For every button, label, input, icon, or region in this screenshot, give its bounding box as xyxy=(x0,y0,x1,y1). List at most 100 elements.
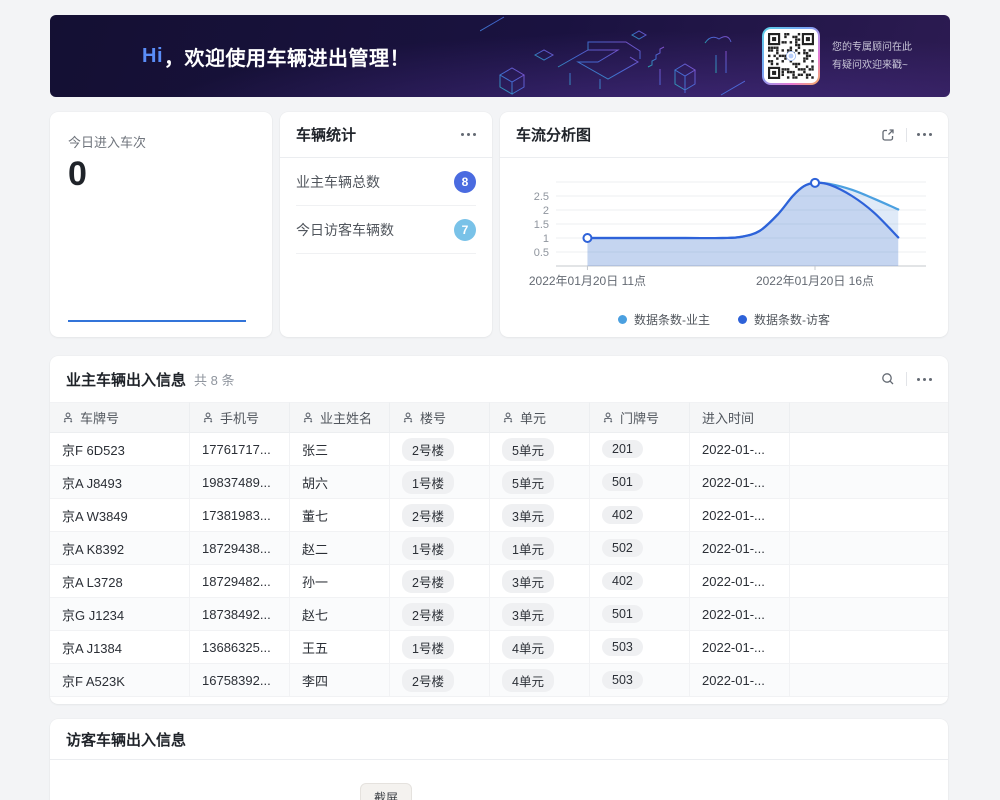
table-row: 京F 6D523 17761717... 张三 2号楼 5单元 201 2022-01-..… xyxy=(50,433,948,466)
cell-unit[interactable]: 1单元 xyxy=(490,532,590,564)
cell-phone[interactable]: 19837489... xyxy=(190,466,290,498)
cell-empty xyxy=(790,532,948,564)
search-icon[interactable] xyxy=(880,371,896,387)
cell-owner-name[interactable]: 胡六 xyxy=(290,466,390,498)
cell-owner-name[interactable]: 赵二 xyxy=(290,532,390,564)
cell-door-number[interactable]: 501 xyxy=(590,598,690,630)
cell-unit[interactable]: 3单元 xyxy=(490,598,590,630)
partial-button[interactable]: 截屏 xyxy=(360,783,412,800)
cell-phone[interactable]: 18738492... xyxy=(190,598,290,630)
cell-entry-time[interactable]: 2022-01-... xyxy=(690,565,790,597)
fullscreen-icon[interactable] xyxy=(880,127,896,143)
cell-entry-time[interactable]: 2022-01-... xyxy=(690,664,790,696)
cell-door-number[interactable]: 201 xyxy=(590,433,690,465)
cell-building[interactable]: 2号楼 xyxy=(390,598,490,630)
cell-owner-name[interactable]: 李四 xyxy=(290,664,390,696)
cell-plate[interactable]: 京A K8392 xyxy=(50,532,190,564)
cell-owner-name[interactable]: 董七 xyxy=(290,499,390,531)
cell-phone[interactable]: 17381983... xyxy=(190,499,290,531)
cell-door-number[interactable]: 402 xyxy=(590,499,690,531)
cell-entry-time[interactable]: 2022-01-... xyxy=(690,433,790,465)
cell-building[interactable]: 1号楼 xyxy=(390,532,490,564)
cell-unit[interactable]: 3单元 xyxy=(490,565,590,597)
cell-plate[interactable]: 京A J8493 xyxy=(50,466,190,498)
cell-empty xyxy=(790,433,948,465)
svg-text:2022年01月20日 16点: 2022年01月20日 16点 xyxy=(756,274,874,288)
cell-door-number[interactable]: 503 xyxy=(590,631,690,663)
cell-entry-time[interactable]: 2022-01-... xyxy=(690,631,790,663)
owner-table-count: 共 8 条 xyxy=(194,372,235,388)
cell-pill: 1号楼 xyxy=(402,470,454,494)
column-header-phone[interactable]: 手机号 xyxy=(190,402,290,433)
cell-pill: 2号楼 xyxy=(402,503,454,527)
cell-phone[interactable]: 18729482... xyxy=(190,565,290,597)
column-header-entry-time[interactable]: 进入时间 xyxy=(690,402,790,433)
cell-pill: 502 xyxy=(602,539,643,557)
cell-owner-name[interactable]: 孙一 xyxy=(290,565,390,597)
traffic-chart-card: 车流分析图 0.5 1 1.5 2 2.5 2022年01月20日 11点 2022年01月… xyxy=(500,112,948,337)
cell-plate[interactable]: 京F A523K xyxy=(50,664,190,696)
cell-building[interactable]: 1号楼 xyxy=(390,466,490,498)
more-icon[interactable] xyxy=(917,129,932,140)
column-header-door-number[interactable]: 门牌号 xyxy=(590,402,690,433)
column-header-building[interactable]: 楼号 xyxy=(390,402,490,433)
column-header-label: 车牌号 xyxy=(80,411,120,426)
cell-door-number[interactable]: 501 xyxy=(590,466,690,498)
cell-building[interactable]: 2号楼 xyxy=(390,565,490,597)
cell-plate[interactable]: 京A L3728 xyxy=(50,565,190,597)
cell-entry-time[interactable]: 2022-01-... xyxy=(690,499,790,531)
cell-plate[interactable]: 京A J1384 xyxy=(50,631,190,663)
cell-empty xyxy=(790,598,948,630)
traffic-line-chart: 0.5 1 1.5 2 2.5 2022年01月20日 11点 2022年01月20日 16… xyxy=(529,177,926,288)
legend-item[interactable]: 数据条数-访客 xyxy=(738,311,830,328)
table-row: 京F A523K 16758392... 李四 2号楼 4单元 503 2022-01-..… xyxy=(50,664,948,697)
legend-dot xyxy=(618,315,627,324)
cell-owner-name[interactable]: 张三 xyxy=(290,433,390,465)
qr-code xyxy=(762,27,820,85)
legend-item[interactable]: 数据条数-业主 xyxy=(618,311,710,328)
more-icon[interactable] xyxy=(917,374,932,385)
cell-door-number[interactable]: 503 xyxy=(590,664,690,696)
cell-entry-time[interactable]: 2022-01-... xyxy=(690,598,790,630)
column-header-unit[interactable]: 单元 xyxy=(490,402,590,433)
column-header-owner-name[interactable]: 业主姓名 xyxy=(290,402,390,433)
table-row: 京A L3728 18729482... 孙一 2号楼 3单元 402 2022-01-..… xyxy=(50,565,948,598)
cell-owner-name[interactable]: 王五 xyxy=(290,631,390,663)
cell-phone[interactable]: 17761717... xyxy=(190,433,290,465)
cell-building[interactable]: 1号楼 xyxy=(390,631,490,663)
cell-owner-name[interactable]: 赵七 xyxy=(290,598,390,630)
table-row: 京A J8493 19837489... 胡六 1号楼 5单元 501 2022-01-..… xyxy=(50,466,948,499)
cell-phone[interactable]: 16758392... xyxy=(190,664,290,696)
cell-unit[interactable]: 4单元 xyxy=(490,631,590,663)
cell-building[interactable]: 2号楼 xyxy=(390,499,490,531)
cell-unit[interactable]: 5单元 xyxy=(490,433,590,465)
cell-pill: 3单元 xyxy=(502,569,554,593)
cell-building[interactable]: 2号楼 xyxy=(390,664,490,696)
stat-label: 今日访客车辆数 xyxy=(296,221,394,238)
cell-plate[interactable]: 京A W3849 xyxy=(50,499,190,531)
cell-pill: 3单元 xyxy=(502,602,554,626)
column-header-label: 楼号 xyxy=(420,411,447,426)
cell-unit[interactable]: 5单元 xyxy=(490,466,590,498)
cell-plate[interactable]: 京F 6D523 xyxy=(50,433,190,465)
cell-phone[interactable]: 13686325... xyxy=(190,631,290,663)
cell-pill: 402 xyxy=(602,506,643,524)
cell-entry-time[interactable]: 2022-01-... xyxy=(690,466,790,498)
cell-building[interactable]: 2号楼 xyxy=(390,433,490,465)
table-header-row: 车牌号 手机号 业主姓名 楼号 单元 门牌号 进入时间 xyxy=(50,402,948,433)
cell-door-number[interactable]: 502 xyxy=(590,532,690,564)
stats-card-title: 车辆统计 xyxy=(296,127,357,144)
legend-label: 数据条数-业主 xyxy=(634,313,710,327)
field-link-icon xyxy=(62,412,74,424)
cell-door-number[interactable]: 402 xyxy=(590,565,690,597)
svg-text:0.5: 0.5 xyxy=(534,247,549,259)
cell-entry-time[interactable]: 2022-01-... xyxy=(690,532,790,564)
cell-unit[interactable]: 4单元 xyxy=(490,664,590,696)
cell-phone[interactable]: 18729438... xyxy=(190,532,290,564)
cell-unit[interactable]: 3单元 xyxy=(490,499,590,531)
more-icon[interactable] xyxy=(461,129,476,140)
vehicle-stats-card: 车辆统计 业主车辆总数 8 今日访客车辆数 7 xyxy=(280,112,492,337)
column-header-plate[interactable]: 车牌号 xyxy=(50,402,190,433)
cell-plate[interactable]: 京G J1234 xyxy=(50,598,190,630)
owner-table-title: 业主车辆出入信息 xyxy=(66,371,187,389)
